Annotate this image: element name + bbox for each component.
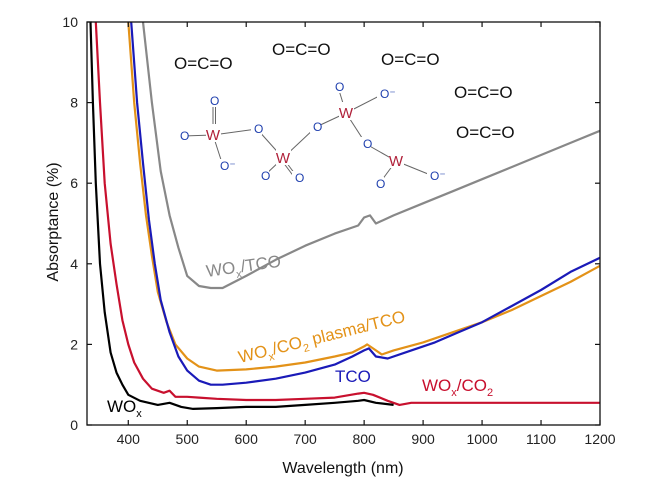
w-atom-bg-0	[206, 124, 221, 142]
o-atom-8: O⁻	[380, 87, 396, 101]
series-label-part: 2	[302, 342, 311, 355]
series-label-part: WO	[422, 376, 451, 395]
plot-frame	[86, 21, 601, 426]
series-label-part: x	[136, 408, 142, 420]
x-tick-label-2: 600	[235, 431, 259, 447]
series-label-part: 2	[487, 387, 493, 399]
y-tick-label-4: 8	[70, 95, 78, 111]
y-tick-label-1: 2	[70, 336, 78, 352]
x-tick-label-1: 500	[176, 431, 200, 447]
o-atom-3: O	[254, 122, 263, 136]
series-line-4	[89, 22, 394, 410]
o-atom-bg-11	[427, 169, 438, 182]
y-tick-label-2: 4	[70, 256, 78, 272]
w-atom-bg-3	[389, 150, 404, 168]
y-tick-label-5: 10	[62, 14, 78, 30]
x-axis-title: Wavelength (nm)	[282, 460, 403, 477]
series-label-part: WO	[205, 258, 237, 281]
o-atom-bg-0	[207, 94, 218, 107]
series-lines	[89, 22, 600, 410]
y-tick-label-0: 0	[70, 417, 78, 433]
o-atom-bg-3	[251, 122, 262, 135]
o-atom-0: O	[210, 94, 219, 108]
series-label-part: x	[267, 351, 276, 364]
o-atom-10: O	[376, 177, 385, 191]
series-label-2: TCO	[335, 367, 371, 386]
series-label-part: x	[235, 268, 243, 281]
o-atom-4: O	[261, 169, 270, 183]
molecule-labels: O=C=O O=C=O O=C=O O=C=O O=C=O	[174, 40, 515, 142]
w-atom-2: W	[339, 105, 354, 122]
x-tick-label-0: 400	[117, 431, 141, 447]
x-tick-label-8: 1200	[584, 431, 615, 447]
o-atom-9: O	[363, 137, 372, 151]
series-label-part: x	[451, 387, 457, 399]
co2-label-2: O=C=O	[381, 50, 440, 69]
co2-label-3: O=C=O	[454, 83, 513, 102]
x-tick-label-4: 800	[352, 431, 376, 447]
series-label-part: /CO	[457, 376, 487, 395]
o-atom-2: O⁻	[220, 159, 236, 173]
series-label-part: TCO	[335, 367, 371, 386]
o-atom-5: O	[295, 171, 304, 185]
series-line-3	[94, 22, 600, 406]
o-atom-bg-1	[177, 129, 188, 142]
o-atom-7: O	[335, 80, 344, 94]
series-line-1	[127, 22, 600, 372]
o-atom-bg-5	[292, 171, 303, 184]
axes: 400 500 600 700 800 900 1000 1100 1200 0 2 4 6 8 10	[62, 14, 615, 447]
o-atom-11: O⁻	[430, 169, 446, 183]
x-tick-label-7: 1100	[526, 431, 556, 447]
series-label-3: WOx/CO2	[422, 376, 493, 399]
co2-label-1: O=C=O	[272, 40, 331, 59]
y-tick-label-3: 6	[70, 175, 78, 191]
x-tick-label-6: 1000	[466, 431, 497, 447]
x-tick-label-3: 700	[293, 431, 317, 447]
w-atom-bg-1	[276, 147, 291, 165]
y-axis-title: Absorptance (%)	[45, 162, 62, 281]
series-label-4: WOx	[107, 397, 142, 420]
co2-label-4: O=C=O	[456, 123, 515, 142]
o-atom-bg-7	[332, 80, 343, 93]
series-line-2	[130, 22, 600, 386]
o-atom-bg-6	[310, 120, 321, 133]
x-tick-label-5: 900	[411, 431, 435, 447]
o-atom-bg-9	[360, 137, 371, 150]
o-atom-6: O	[313, 120, 322, 134]
o-atom-bg-2	[217, 159, 228, 172]
series-label-part: WO	[107, 397, 136, 416]
series-label-0: WOx/TCO	[205, 252, 283, 285]
w-atom-3: W	[389, 153, 404, 170]
o-atom-1: O	[180, 129, 189, 143]
co2-label-0: O=C=O	[174, 54, 233, 73]
o-atom-bg-4	[258, 169, 269, 182]
w-atom-0: W	[206, 127, 221, 144]
w-atom-1: W	[276, 150, 291, 167]
w-atom-bg-2	[339, 102, 354, 120]
o-atom-bg-8	[377, 87, 388, 100]
series-line-0	[141, 22, 600, 290]
o-atom-bg-10	[373, 177, 384, 190]
